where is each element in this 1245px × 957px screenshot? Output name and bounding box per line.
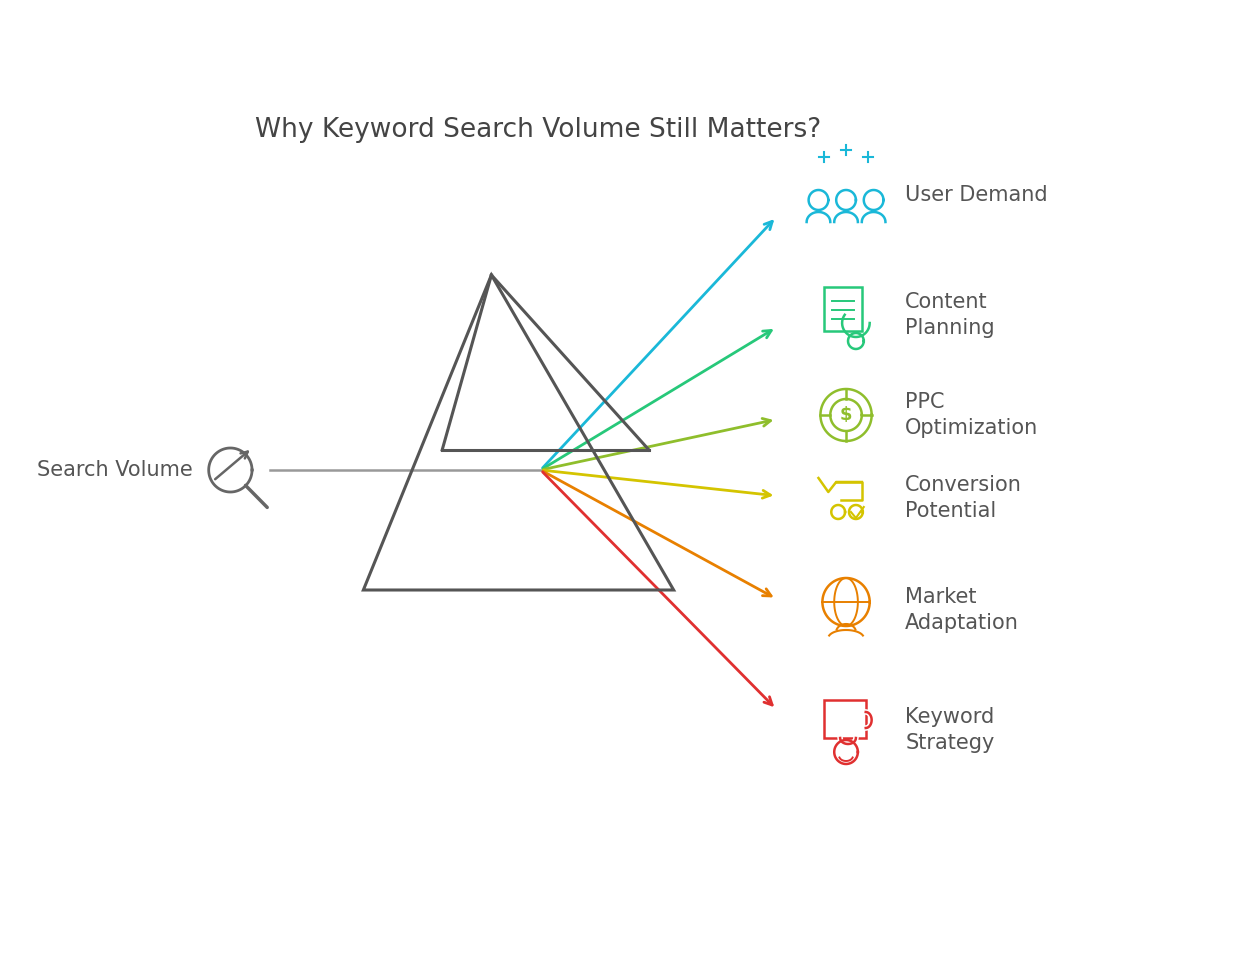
Text: Keyword
Strategy: Keyword Strategy: [905, 707, 995, 753]
Text: Search Volume: Search Volume: [37, 460, 193, 480]
Text: PPC
Optimization: PPC Optimization: [905, 391, 1038, 438]
Text: Why Keyword Search Volume Still Matters?: Why Keyword Search Volume Still Matters?: [255, 117, 822, 143]
Text: Conversion
Potential: Conversion Potential: [905, 475, 1022, 522]
Text: Content
Planning: Content Planning: [905, 292, 995, 338]
Text: $: $: [840, 406, 853, 424]
Text: Market
Adaptation: Market Adaptation: [905, 587, 1018, 634]
Text: User Demand: User Demand: [905, 185, 1048, 205]
